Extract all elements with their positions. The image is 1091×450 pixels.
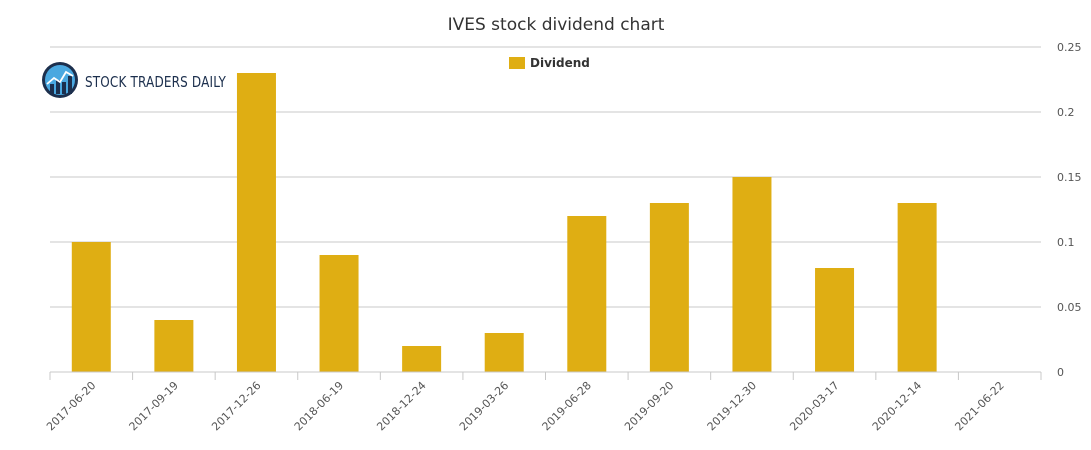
x-tick-label: 2019-06-28 bbox=[540, 379, 594, 433]
bar-2020-03-17[interactable] bbox=[815, 268, 855, 372]
x-tick-label: 2018-06-19 bbox=[292, 379, 346, 433]
y-tick-label: 0.2 bbox=[1057, 106, 1075, 119]
bar-2017-12-26[interactable] bbox=[236, 73, 276, 372]
x-tick-label: 2017-09-19 bbox=[127, 379, 181, 433]
logo-bar-icon bbox=[56, 80, 60, 94]
bars bbox=[71, 73, 937, 372]
legend[interactable]: Dividend bbox=[509, 56, 590, 70]
logo-bar-icon bbox=[50, 84, 54, 94]
x-tick-label: 2021-06-22 bbox=[952, 379, 1006, 433]
bar-2017-06-20[interactable] bbox=[71, 242, 111, 372]
bar-2019-12-30[interactable] bbox=[732, 177, 772, 372]
y-tick-label: 0.1 bbox=[1057, 236, 1075, 249]
chart-title: IVES stock dividend chart bbox=[448, 15, 665, 35]
bar-2019-09-20[interactable] bbox=[649, 203, 689, 372]
x-tick-label: 2017-12-26 bbox=[209, 379, 263, 433]
logo-trend-icon bbox=[46, 70, 74, 85]
gridlines bbox=[50, 46, 1041, 308]
bar-2019-03-26[interactable] bbox=[484, 333, 524, 372]
y-axis: 0 0.05 0.1 0.15 0.2 0.25 bbox=[1057, 41, 1082, 379]
y-tick-label: 0.05 bbox=[1057, 301, 1082, 314]
x-axis: 2017-06-20 2017-09-19 2017-12-26 2018-06-19… bbox=[44, 371, 1042, 433]
bar-2020-12-14[interactable] bbox=[897, 203, 937, 372]
x-tick-label: 2020-12-14 bbox=[870, 379, 924, 433]
x-tick-label: 2019-12-30 bbox=[705, 379, 759, 433]
y-tick-label: 0.25 bbox=[1057, 41, 1082, 54]
legend-swatch bbox=[509, 57, 525, 69]
bar-2018-06-19[interactable] bbox=[319, 255, 359, 372]
bar-2019-06-28[interactable] bbox=[567, 216, 607, 372]
logo-bar-icon bbox=[62, 82, 66, 94]
logo-bar-icon bbox=[68, 76, 72, 94]
bar-2018-12-24[interactable] bbox=[402, 346, 442, 372]
y-tick-label: 0 bbox=[1057, 366, 1064, 379]
x-tick-label: 2020-03-17 bbox=[787, 379, 841, 433]
x-tick-label: 2017-06-20 bbox=[44, 379, 98, 433]
x-tick-label: 2019-03-26 bbox=[457, 379, 511, 433]
logo: STOCK TRADERS DAILY bbox=[42, 62, 227, 98]
y-tick-label: 0.15 bbox=[1057, 171, 1082, 184]
legend-label: Dividend bbox=[530, 56, 590, 70]
logo-text: STOCK TRADERS DAILY bbox=[85, 73, 227, 91]
x-tick-label: 2018-12-24 bbox=[374, 379, 428, 433]
x-tick-label: 2019-09-20 bbox=[622, 379, 676, 433]
bar-2017-09-19[interactable] bbox=[154, 320, 194, 372]
